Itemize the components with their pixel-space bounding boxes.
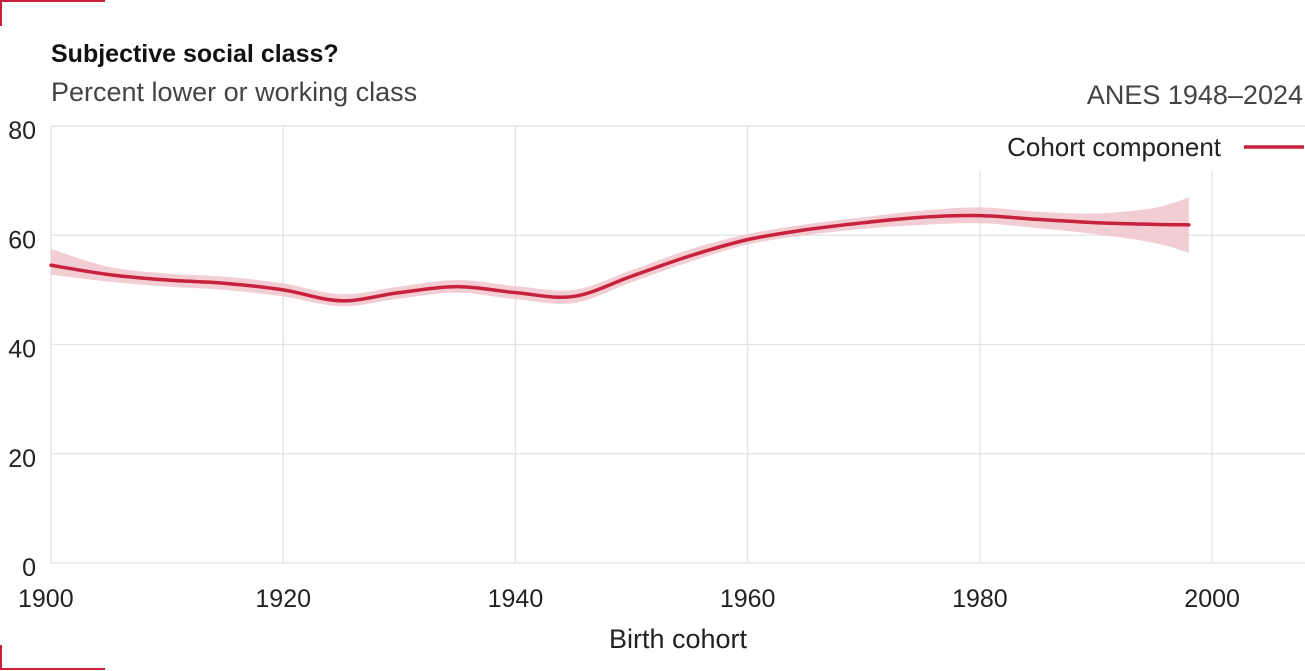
corner-mark-top	[0, 0, 105, 26]
x-axis-title: Birth cohort	[609, 624, 748, 654]
legend-label-cohort-component: Cohort component	[1007, 132, 1222, 162]
y-tick-label: 0	[22, 554, 36, 582]
chart-subtitle: Percent lower or working class	[51, 77, 417, 107]
confidence-band	[51, 197, 1189, 307]
series-line-cohort-component	[49, 213, 1191, 303]
y-tick-labels: 0 20 40 60 80	[8, 117, 36, 582]
legend: Cohort component	[1007, 132, 1304, 162]
y-gridlines	[51, 125, 1305, 564]
x-tick-label: 1940	[488, 585, 544, 613]
x-tick-label: 1920	[255, 585, 311, 613]
x-tick-label: 1960	[720, 585, 776, 613]
y-tick-label: 20	[8, 445, 36, 473]
x-tick-label: 1980	[952, 585, 1008, 613]
x-gridlines	[50, 126, 1213, 563]
source-note: ANES 1948–2024	[1087, 80, 1303, 110]
y-tick-label: 80	[8, 117, 36, 145]
chart-title: Subjective social class?	[51, 40, 339, 68]
legend-background	[965, 127, 1305, 171]
y-tick-label: 60	[8, 226, 36, 254]
x-tick-labels: 1900 1920 1940 1960 1980 2000	[18, 585, 1240, 613]
y-tick-label: 40	[8, 336, 36, 364]
corner-mark-bottom	[0, 645, 105, 670]
x-tick-label: 1900	[18, 585, 74, 613]
x-tick-label: 2000	[1184, 585, 1240, 613]
